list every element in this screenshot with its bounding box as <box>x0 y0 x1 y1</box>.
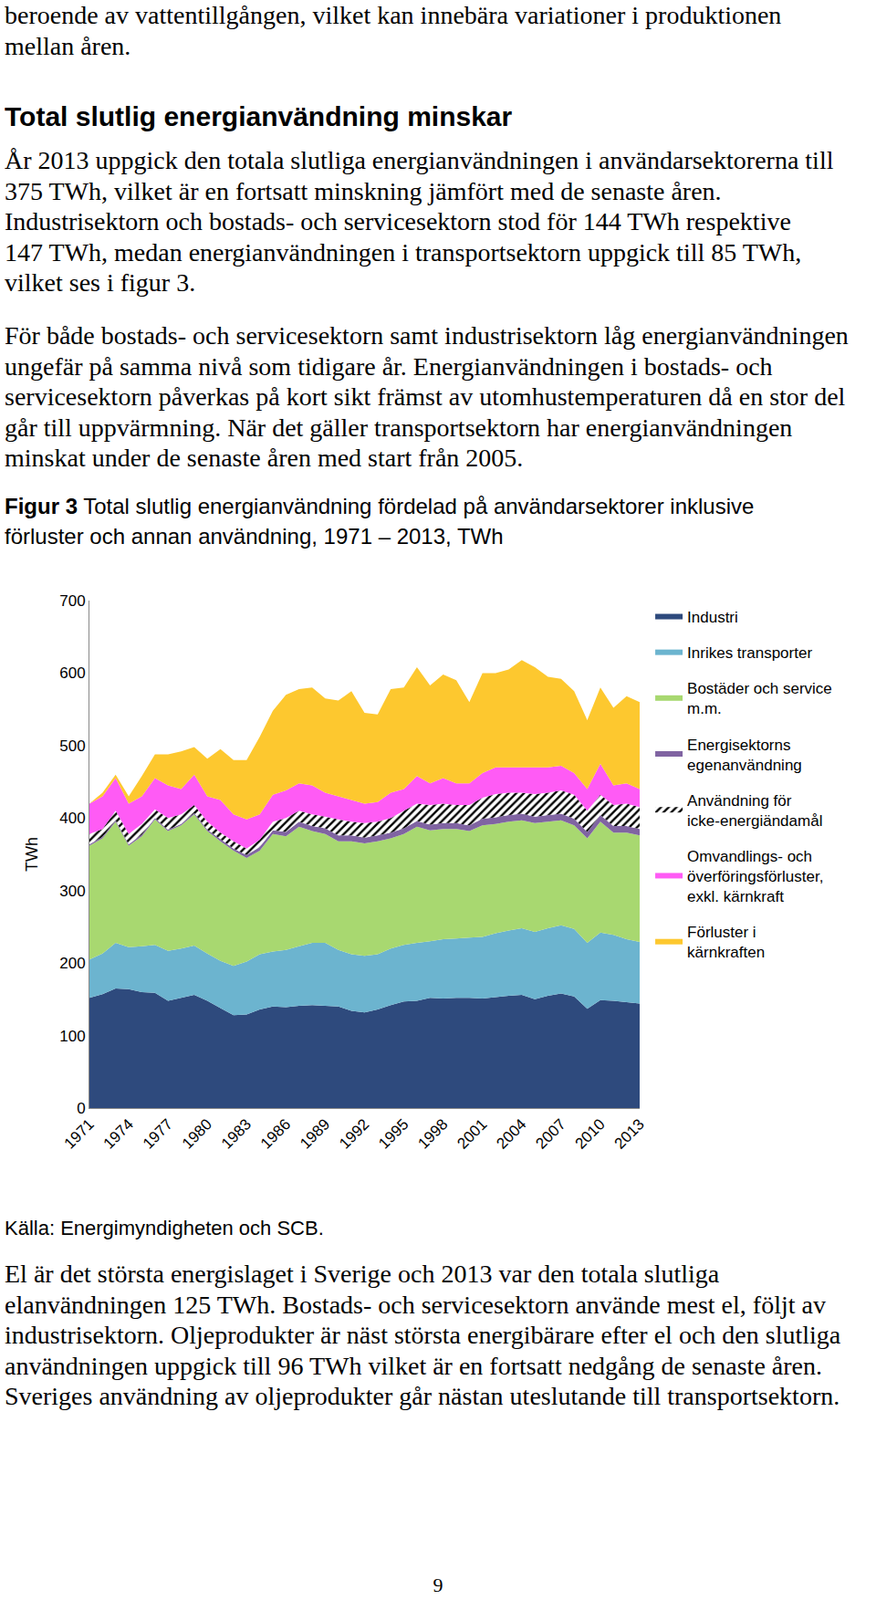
svg-text:Omvandlings- ochöverföringsför: Omvandlings- ochöverföringsförluster,exk… <box>687 847 824 906</box>
html-text:minskat under de senaste åren: minskat under de senaste åren med start … <box>4 443 524 472</box>
html-text:går till uppvärmning. När det: går till uppvärmning. När det gäller tra… <box>4 412 793 442</box>
svg-text:2004: 2004 <box>492 1115 530 1152</box>
svg-text:2001: 2001 <box>453 1115 491 1152</box>
html-text:El är det största energislaget: El är det största energislaget i Sverige… <box>4 1259 720 1288</box>
html-text:beroende av vattentillgången,: beroende av vattentillgången, vilket kan… <box>4 0 782 30</box>
html-text:Sveriges användning av oljepro: Sveriges användning av oljeprodukter går… <box>4 1381 840 1410</box>
html-text:vilket ses i figur 3.: vilket ses i figur 3. <box>4 268 196 297</box>
svg-text:Användning föricke-energiändam: Användning föricke-energiändamål <box>687 792 823 830</box>
html-text:industrisektorn. Oljeprodukter: industrisektorn. Oljeprodukter är näst s… <box>4 1320 841 1349</box>
html-text:Källa: Energimyndigheten och S: Källa: Energimyndigheten och SCB. <box>4 1216 324 1240</box>
svg-text:2007: 2007 <box>532 1115 570 1152</box>
svg-text:1989: 1989 <box>296 1115 334 1152</box>
svg-text:1995: 1995 <box>375 1115 412 1152</box>
svg-text:Energisektornsegenanvändning: Energisektornsegenanvändning <box>687 736 803 774</box>
html-text:användningen uppgick till 96 T: användningen uppgick till 96 TWh vilket … <box>4 1350 823 1380</box>
svg-text:2013: 2013 <box>611 1115 648 1152</box>
html-text:Industrisektorn och bostads- o: Industrisektorn och bostads- och service… <box>4 207 791 236</box>
svg-text:500: 500 <box>59 737 85 755</box>
svg-text:Förluster ikärnkraften: Förluster ikärnkraften <box>687 923 765 961</box>
svg-text:200: 200 <box>59 954 85 972</box>
svg-text:1986: 1986 <box>257 1115 294 1152</box>
html-text:Figur 3 Total slutlig energian: Figur 3 Total slutlig energianvändning f… <box>4 493 755 519</box>
svg-text:1983: 1983 <box>218 1115 255 1152</box>
html-text:9: 9 <box>432 1573 444 1596</box>
html-text:förluster och annan användning: förluster och annan användning, 1971 – 2… <box>4 523 504 549</box>
svg-text:Industri: Industri <box>687 608 739 626</box>
svg-text:1992: 1992 <box>335 1115 373 1152</box>
svg-text:700: 700 <box>59 592 85 610</box>
html-text:mellan åren.: mellan åren. <box>4 31 131 60</box>
html-text:Total slutlig energianvändning: Total slutlig energianvändning minskar <box>4 101 513 132</box>
html-text:År 2013 uppgick den totala slu: År 2013 uppgick den totala slutliga ener… <box>4 146 834 175</box>
html-text:147 TWh, medan energianvändnin: 147 TWh, medan energianvändningen i tran… <box>4 237 802 266</box>
html-text:servicesektorn påverkas på kor: servicesektorn påverkas på kort sikt frä… <box>4 382 846 411</box>
svg-text:1974: 1974 <box>100 1115 137 1152</box>
svg-text:1998: 1998 <box>414 1115 451 1152</box>
svg-text:Bostäder och servicem.m.: Bostäder och servicem.m. <box>687 679 833 718</box>
svg-text:300: 300 <box>59 882 85 900</box>
svg-text:100: 100 <box>59 1027 85 1045</box>
svg-text:Inrikes transporter: Inrikes transporter <box>687 644 813 662</box>
html-text:elanvändningen 125 TWh. Bostad: elanvändningen 125 TWh. Bostads- och ser… <box>4 1289 826 1319</box>
svg-text:600: 600 <box>59 664 85 682</box>
svg-text:400: 400 <box>59 809 85 827</box>
svg-text:1980: 1980 <box>178 1115 216 1152</box>
html-text:375 TWh, vilket är en fortsatt: 375 TWh, vilket är en fortsatt minskning… <box>4 176 722 205</box>
svg-text:0: 0 <box>76 1099 85 1117</box>
svg-text:TWh: TWh <box>22 836 42 872</box>
html-text:För både bostads- och services: För både bostads- och servicesektorn sam… <box>4 321 849 350</box>
html-text:ungefär på samma nivå som tidi: ungefär på samma nivå som tidigare år. E… <box>4 351 773 381</box>
svg-text:2010: 2010 <box>572 1115 609 1152</box>
svg-text:1977: 1977 <box>139 1115 177 1152</box>
svg-text:1971: 1971 <box>61 1115 98 1152</box>
